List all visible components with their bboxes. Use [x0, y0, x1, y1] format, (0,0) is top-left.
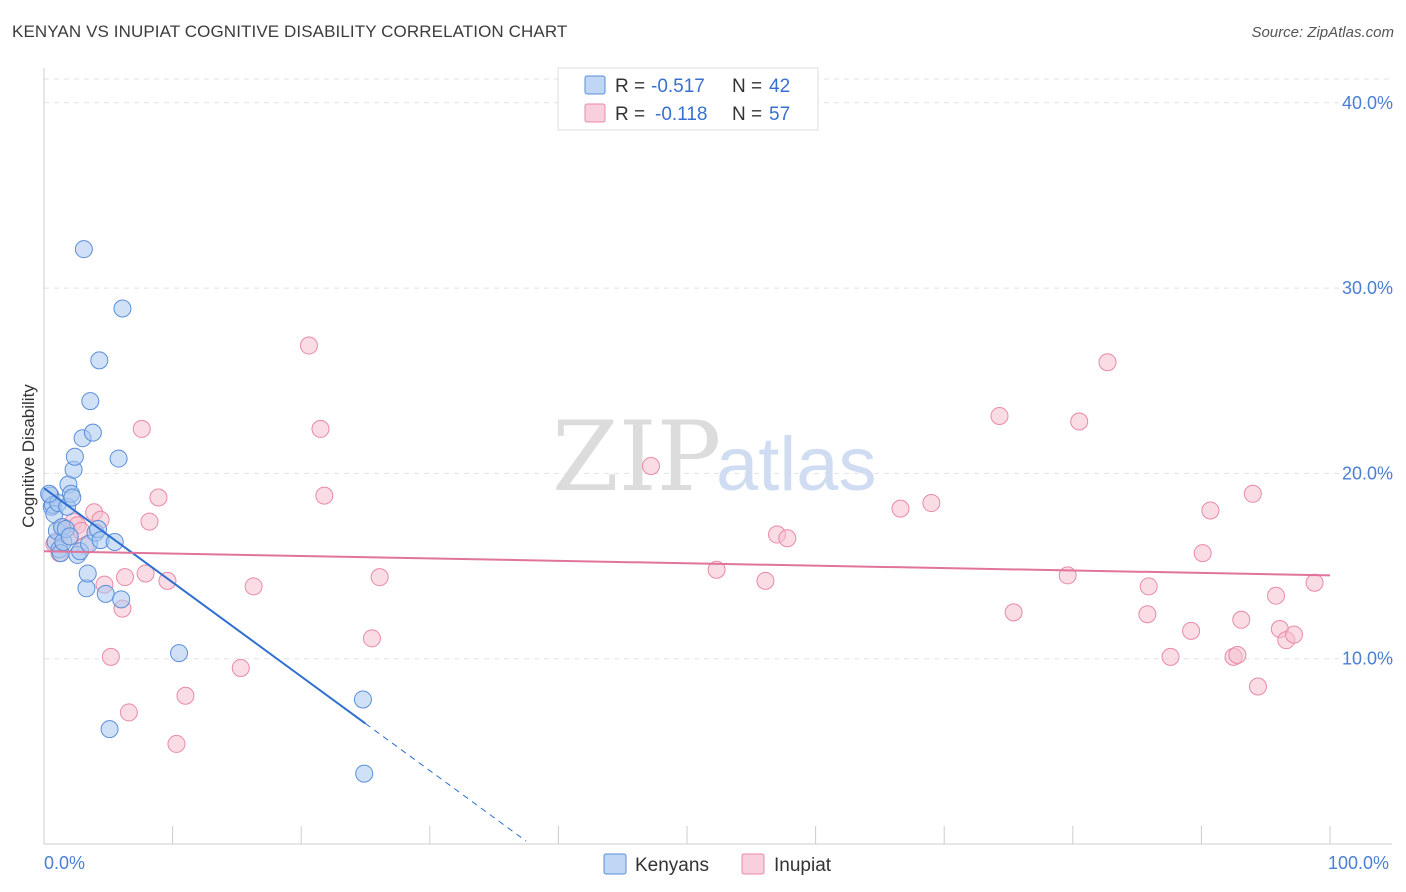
inupiat-point-51 [1248, 677, 1267, 696]
inupiat-point-45 [1193, 544, 1212, 563]
trend-lines [43, 487, 1331, 842]
axes [43, 68, 1392, 845]
inupiat-point-26 [315, 486, 334, 505]
bottom-legend-kenyans-label: Kenyans [635, 855, 709, 876]
inupiat-point-23 [244, 577, 263, 596]
inupiat-point-34 [891, 499, 910, 518]
y-axis-label: Cognitive Disability [19, 384, 38, 528]
kenyans-point-18 [65, 447, 84, 466]
bottom-legend-inupiat-swatch [741, 853, 765, 875]
kenyans-point-38 [170, 644, 189, 663]
kenyans-trend-extension [365, 723, 527, 842]
legend-inupiat-n-label: N = [732, 104, 762, 125]
inupiat-point-50 [1243, 484, 1262, 503]
y-tick-label-40: 40.0% [1342, 93, 1393, 113]
kenyans-point-35 [109, 449, 128, 468]
inupiat-point-31 [756, 571, 775, 590]
chart-title: KENYAN VS INUPIAT COGNITIVE DISABILITY C… [12, 22, 568, 41]
inupiat-point-55 [1284, 625, 1303, 644]
inupiat-point-39 [1070, 412, 1089, 431]
x-tick-label-max: 100.0% [1328, 853, 1389, 873]
inupiat-point-40 [1098, 353, 1117, 372]
inupiat-point-17 [140, 512, 159, 531]
inupiat-point-25 [311, 419, 330, 438]
kenyans-point-33 [100, 720, 119, 739]
y-tick-label-30: 30.0% [1342, 278, 1393, 298]
legend-kenyans-r-value: -0.517 [651, 76, 705, 97]
inupiat-point-41 [1139, 577, 1158, 596]
bottom-legend: Kenyans Inupiat [603, 853, 832, 876]
inupiat-point-18 [149, 488, 168, 507]
legend-inupiat-swatch [584, 103, 606, 123]
kenyans-point-22 [74, 240, 93, 259]
inupiat-point-24 [299, 336, 318, 355]
inupiat-point-44 [1182, 621, 1201, 640]
inupiat-point-46 [1201, 501, 1220, 520]
inupiat-point-28 [370, 568, 389, 587]
y-tick-label-10: 10.0% [1342, 649, 1393, 669]
bottom-legend-inupiat-label: Inupiat [774, 855, 832, 876]
inupiat-point-11 [101, 647, 120, 666]
x-tick-label-min: 0.0% [44, 853, 85, 873]
kenyans-point-37 [113, 299, 132, 318]
legend-kenyans-n-label: N = [732, 76, 762, 97]
watermark-atlas: atlas [716, 422, 877, 507]
inupiat-point-13 [116, 568, 135, 587]
inupiat-point-16 [136, 564, 155, 583]
inupiat-point-42 [1138, 605, 1157, 624]
y-tick-label-20: 20.0% [1342, 463, 1393, 483]
watermark-zip: ZIP [552, 401, 721, 513]
inupiat-point-22 [231, 658, 250, 677]
inupiat-point-56 [1305, 573, 1324, 592]
legend-inupiat-r-label: R = [615, 104, 645, 125]
inupiat-point-33 [778, 529, 797, 548]
watermark: ZIP atlas [552, 401, 877, 513]
kenyans-point-14 [60, 527, 79, 546]
inupiat-point-37 [1004, 603, 1023, 622]
kenyans-point-26 [81, 392, 100, 411]
kenyans-trend-line [43, 487, 367, 725]
legend-kenyans-swatch [584, 75, 606, 95]
legend-kenyans-n-value: 42 [769, 76, 790, 97]
inupiat-point-35 [922, 494, 941, 513]
kenyans-point-32 [96, 584, 115, 603]
legend-inupiat-r-value: -0.118 [655, 104, 707, 125]
inupiat-point-43 [1161, 647, 1180, 666]
kenyans-point-39 [353, 690, 372, 709]
bottom-legend-kenyans-swatch [603, 853, 627, 875]
inupiat-trend-line [43, 550, 1331, 577]
kenyans-point-41 [40, 484, 59, 503]
kenyans-points [40, 240, 374, 783]
source-label: Source: ZipAtlas.com [1251, 24, 1394, 41]
inupiat-point-36 [990, 406, 1009, 425]
legend: R = -0.517 N = 42 R = -0.118 N = 57 [557, 67, 819, 131]
inupiat-point-49 [1232, 610, 1251, 629]
inupiat-point-14 [119, 703, 138, 722]
y-tick-labels: 10.0% 20.0% 30.0% 40.0% [1342, 93, 1393, 669]
kenyans-point-24 [78, 564, 97, 583]
kenyans-point-40 [355, 764, 374, 783]
kenyans-point-27 [83, 423, 102, 442]
kenyans-point-36 [112, 590, 131, 609]
inupiat-point-29 [641, 456, 660, 475]
kenyans-point-30 [90, 351, 109, 370]
kenyans-point-16 [63, 488, 82, 507]
inupiat-point-30 [707, 560, 726, 579]
inupiat-point-48 [1228, 645, 1247, 664]
inupiat-point-15 [132, 419, 151, 438]
legend-inupiat-n-value: 57 [769, 104, 790, 125]
inupiat-point-27 [362, 629, 381, 648]
inupiat-point-52 [1266, 586, 1285, 605]
inupiat-point-20 [167, 734, 186, 753]
legend-kenyans-r-label: R = [615, 76, 645, 97]
inupiat-points [45, 336, 1324, 753]
inupiat-point-21 [176, 686, 195, 705]
